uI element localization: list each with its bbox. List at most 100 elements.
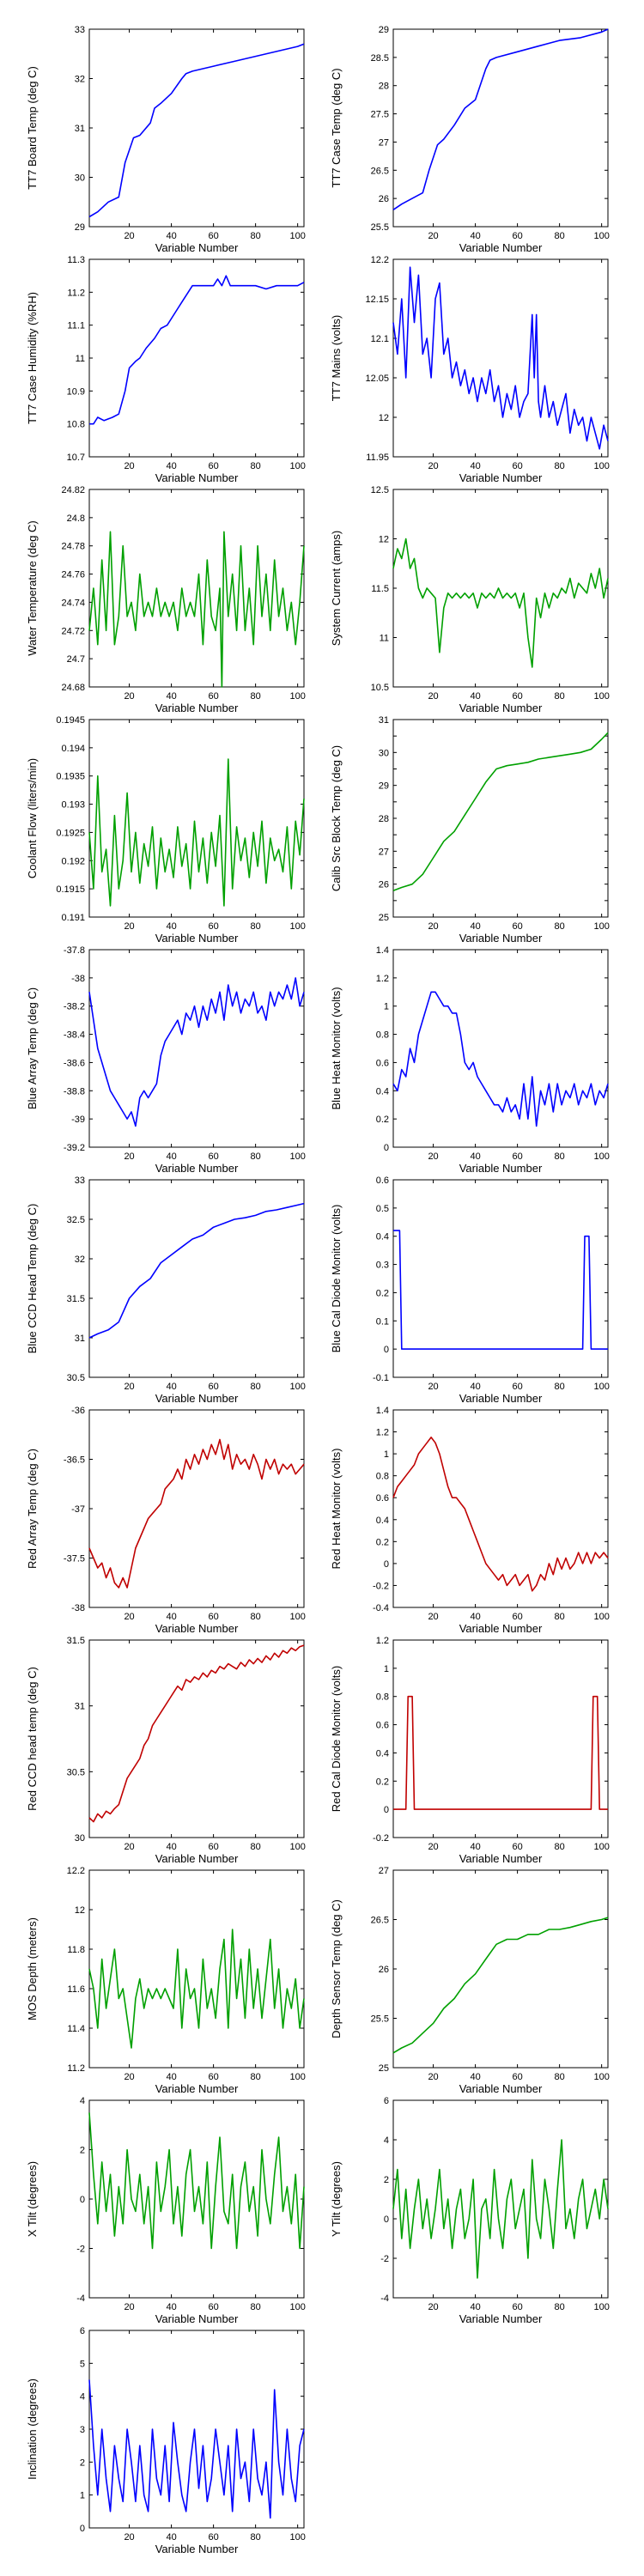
x-tick-label: 80 [251, 1382, 261, 1392]
plot-frame [392, 489, 609, 688]
y-tick-label: 0.8 [376, 1692, 389, 1703]
x-tick-label: 20 [428, 1151, 438, 1162]
x-tick-label: 80 [251, 2532, 261, 2543]
y-tick-label: 0.6 [376, 1721, 389, 1731]
x-tick-label: 20 [124, 2072, 134, 2082]
plot-frame [88, 1639, 305, 1838]
y-tick-label: 10.9 [67, 386, 85, 397]
y-tick-label: -37.5 [64, 1554, 85, 1564]
y-tick-label: 1.4 [376, 1406, 389, 1416]
y-tick-label: 0.1945 [56, 715, 85, 726]
y-tick-label: 11 [380, 634, 389, 644]
x-axis-label: Variable Number [459, 2082, 543, 2095]
series-line [88, 2112, 305, 2250]
x-tick-label: 100 [593, 2072, 609, 2082]
x-tick-label: 100 [593, 691, 609, 702]
x-tick-label: 20 [428, 2072, 438, 2082]
y-tick-label: 6 [80, 2326, 85, 2336]
plot-frame [88, 1409, 305, 1608]
y-tick-label: 26 [379, 194, 389, 204]
y-axis-label: Depth Sensor Temp (deg C) [330, 1899, 343, 2038]
y-tick-label: 2 [80, 2146, 85, 2156]
y-tick-label: 6 [384, 2096, 389, 2106]
x-axis-label: Variable Number [459, 1392, 543, 1405]
y-tick-label: 32 [75, 75, 85, 85]
y-tick-label: 27 [379, 1866, 389, 1876]
chart-panel-13: 20 40 60 80 100 -38 -37.5 -37 -36.5 -36 Variable N… [26, 1406, 306, 1635]
plot-frame [88, 489, 305, 688]
x-axis-label: Variable Number [459, 932, 543, 945]
y-tick-label: 0.4 [376, 1748, 389, 1759]
y-tick-label: 11.95 [366, 453, 389, 463]
x-tick-label: 40 [166, 2532, 176, 2543]
y-tick-label: 1 [80, 2491, 85, 2501]
y-tick-label: 0.2 [376, 1537, 389, 1547]
x-tick-label: 60 [208, 2302, 218, 2312]
x-tick-label: 80 [555, 1382, 565, 1392]
chart-panel-17: 20 40 60 80 100 11.2 11.4 11.6 11.8 12 12.2 Variabl… [26, 1866, 306, 2095]
y-tick-label: 10.8 [67, 420, 85, 430]
series-line [89, 275, 305, 425]
y-tick-label: 12.2 [67, 1866, 85, 1876]
y-tick-label: 25.5 [371, 2014, 389, 2025]
y-tick-label: 31 [75, 1702, 85, 1712]
y-axis-label: Blue Heat Monitor (volts) [330, 987, 343, 1109]
x-tick-label: 40 [166, 231, 176, 241]
y-tick-label: 0 [80, 2524, 85, 2534]
x-tick-label: 60 [512, 1151, 522, 1162]
x-axis-label: Variable Number [459, 702, 543, 714]
y-tick-label: -0.1 [373, 1373, 389, 1383]
y-tick-label: 0.6 [376, 1176, 389, 1186]
plot-frame [392, 719, 609, 918]
x-tick-label: 20 [124, 921, 134, 932]
series-line [392, 732, 609, 892]
x-tick-label: 20 [124, 1382, 134, 1392]
y-tick-label: 31.5 [67, 1636, 85, 1646]
y-tick-label: 30 [75, 1833, 85, 1844]
x-tick-label: 20 [124, 691, 134, 702]
x-axis-label: Variable Number [155, 241, 239, 254]
y-axis-label: System Current (amps) [330, 531, 343, 646]
x-tick-label: 80 [555, 461, 565, 471]
y-tick-label: 12.15 [365, 295, 389, 305]
y-tick-label: -36 [71, 1406, 85, 1416]
y-axis-label: Blue Cal Diode Monitor (volts) [330, 1205, 343, 1353]
x-axis-label: Variable Number [155, 1162, 239, 1175]
x-tick-label: 80 [555, 2072, 565, 2082]
x-tick-label: 40 [470, 691, 480, 702]
y-tick-label: 11.3 [67, 255, 85, 265]
x-axis-label: Variable Number [155, 2312, 239, 2325]
x-tick-label: 100 [289, 461, 305, 471]
plot-frame [88, 28, 305, 228]
y-tick-label: 0 [384, 1805, 389, 1815]
x-tick-label: 80 [251, 921, 261, 932]
y-tick-label: -39 [71, 1115, 85, 1125]
x-tick-label: 40 [470, 1612, 480, 1622]
chart-panel-15: 20 40 60 80 100 30 30.5 31 31.5 Variable Number Re… [26, 1636, 306, 1865]
series-line [392, 266, 609, 450]
chart-panel-11: 20 40 60 80 100 30.5 31 31.5 32 32.5 33 Variable Nu… [26, 1176, 306, 1405]
y-tick-label: -36.5 [64, 1455, 85, 1466]
y-tick-label: 5 [80, 2359, 85, 2369]
chart-panel-19: 20 40 60 80 100 -4 -2 0 2 4 Variable Number X Tilt … [26, 2096, 306, 2325]
y-tick-label: 11.8 [67, 1945, 85, 1955]
x-tick-label: 80 [251, 691, 261, 702]
x-axis-label: Variable Number [155, 1392, 239, 1405]
x-tick-label: 100 [289, 1612, 305, 1622]
x-tick-label: 20 [124, 2302, 134, 2312]
x-tick-label: 40 [166, 921, 176, 932]
y-tick-label: 26.5 [371, 1916, 389, 1926]
x-tick-label: 20 [124, 1612, 134, 1622]
y-tick-label: 31 [379, 715, 389, 726]
y-tick-label: 24.7 [67, 654, 85, 665]
series-line [88, 1929, 305, 2049]
x-tick-label: 40 [470, 2072, 480, 2082]
x-tick-label: 100 [289, 2072, 305, 2082]
x-tick-label: 100 [593, 1151, 609, 1162]
x-tick-label: 60 [208, 1151, 218, 1162]
y-tick-label: 1 [384, 1664, 389, 1674]
series-line [88, 531, 305, 688]
y-tick-label: 4 [384, 2136, 389, 2146]
y-tick-label: 25.5 [371, 222, 389, 233]
x-tick-label: 20 [428, 231, 438, 241]
